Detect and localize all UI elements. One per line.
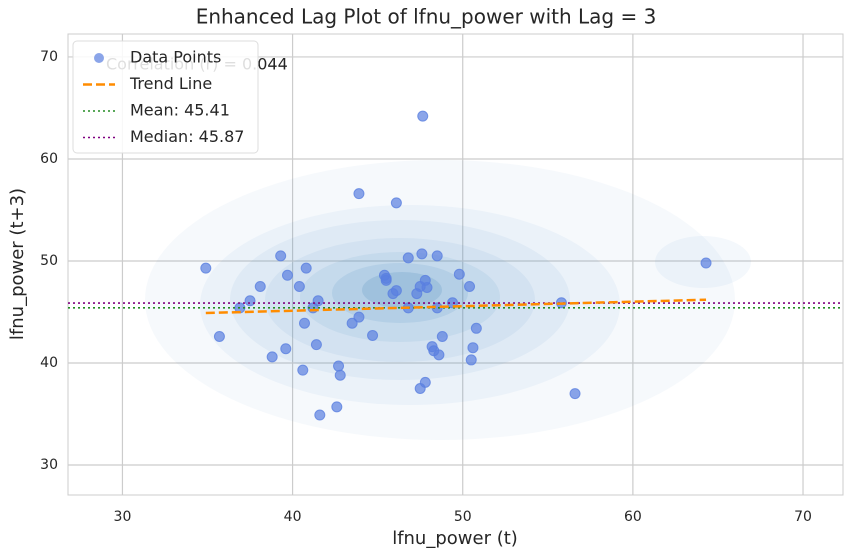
data-point [213,330,225,342]
chart-title: Enhanced Lag Plot of lfnu_power with Lag… [196,5,657,29]
legend-label: Mean: 45.41 [130,101,230,120]
data-point [467,342,479,354]
data-point [414,382,426,394]
legend-label: Trend Line [129,74,212,93]
data-point [353,311,365,323]
contour [265,238,535,362]
x-tick-label: 60 [624,509,642,525]
data-point [416,248,428,260]
data-point [465,354,477,366]
data-point [353,188,365,200]
trend-line [205,298,707,315]
x-axis-label: lfnu_power (t) [392,528,518,549]
y-tick-label: 50 [40,253,58,269]
data-point [380,272,392,284]
y-tick-label: 40 [40,355,58,371]
x-tick-label: 50 [454,509,472,525]
x-tick-label: 70 [794,509,812,525]
data-point [402,252,414,264]
data-point [314,409,326,421]
y-axis-label: lfnu_power (t+3) [7,188,28,340]
data-point [331,401,343,413]
data-point [390,197,402,209]
contour [145,160,735,440]
data-point [244,295,256,307]
data-point [470,322,482,334]
data-point [421,282,433,294]
data-point [293,280,305,292]
data-point [417,110,429,122]
x-tick-label: 40 [284,509,302,525]
data-point [436,330,448,342]
y-tick-label: 30 [40,457,58,473]
data-point [569,388,581,400]
legend-box [72,40,259,154]
data-point [453,268,465,280]
x-tick-label: 30 [114,509,132,525]
data-point [275,250,287,262]
data-point [346,317,358,329]
data-point [433,349,445,361]
data-point [310,339,322,351]
legend-symbol [94,53,104,63]
data-point [431,250,443,262]
data-point [297,364,309,376]
data-point [333,360,345,372]
data-point [266,351,278,363]
data-point [300,262,312,274]
data-point [200,262,212,274]
data-point [367,329,379,341]
data-point [411,288,423,300]
data-point [334,369,346,381]
legend-label: Median: 45.87 [130,127,244,146]
data-point [390,285,402,297]
data-point [280,343,292,355]
data-point [464,280,476,292]
data-point [254,280,266,292]
data-point [281,269,293,281]
data-point [298,317,310,329]
data-point [700,257,712,269]
y-tick-label: 60 [40,151,58,167]
legend-label: Data Points [130,48,221,67]
y-tick-label: 70 [40,49,58,65]
